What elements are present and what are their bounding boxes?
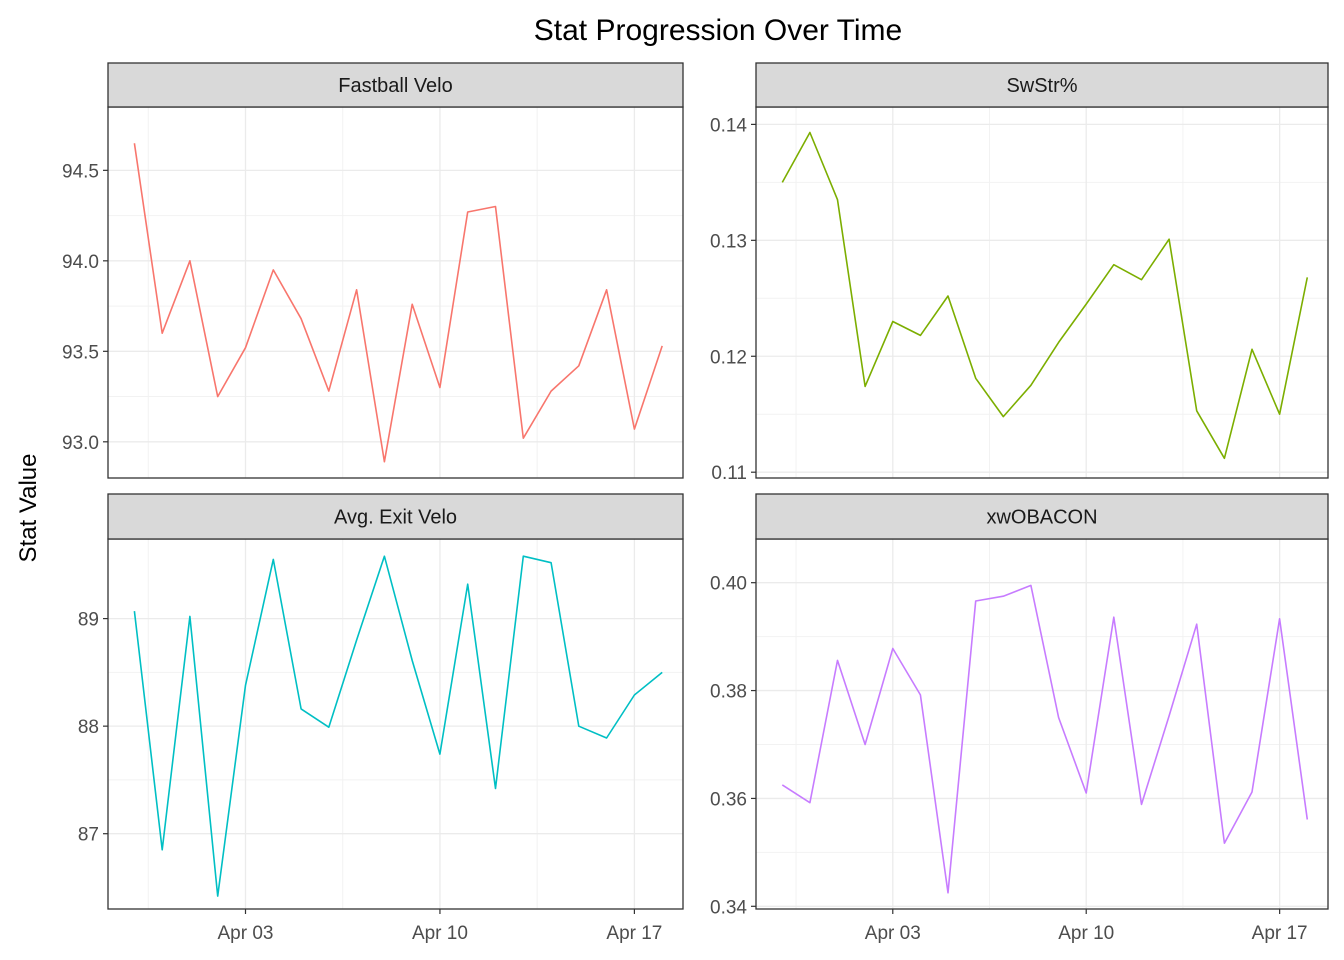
y-tick-label: 0.38 xyxy=(710,682,747,703)
y-tick-label: 94.5 xyxy=(62,161,99,182)
y-tick-label: 94.0 xyxy=(62,252,99,273)
facet-strip-label: SwStr% xyxy=(1006,75,1077,97)
panel-background xyxy=(108,107,683,478)
y-tick-label: 0.14 xyxy=(710,115,747,136)
facet-strip-label: Fastball Velo xyxy=(338,75,453,97)
y-tick-label: 0.13 xyxy=(710,231,747,252)
y-tick-label: 88 xyxy=(78,717,99,738)
y-tick-label: 0.34 xyxy=(710,897,747,918)
series-line xyxy=(133,555,663,897)
y-tick-label: 0.11 xyxy=(711,463,747,484)
facet-panel: 0.34 0.36 0.38 0.40 Apr 03 Apr 10 Apr 17 xwOBAC… xyxy=(710,493,1329,944)
x-tick-label: Apr 17 xyxy=(1252,923,1308,944)
series-line xyxy=(781,131,1309,460)
facet-strip xyxy=(755,493,1329,540)
panel-background xyxy=(756,107,1328,478)
y-tick-label: 93.0 xyxy=(62,433,99,454)
series-line xyxy=(133,143,663,463)
y-axis-label: Stat Value xyxy=(15,454,42,563)
panel-background xyxy=(108,539,683,909)
y-tick-label: 93.5 xyxy=(62,342,99,363)
series-line xyxy=(781,584,1309,894)
chart-title: Stat Progression Over Time xyxy=(534,14,902,47)
facet-strip xyxy=(107,62,684,108)
x-tick-label: Apr 03 xyxy=(865,923,921,944)
facet-strip xyxy=(755,62,1329,108)
y-tick-label: 89 xyxy=(78,610,99,631)
x-tick-label: Apr 10 xyxy=(1058,923,1114,944)
x-tick-label: Apr 17 xyxy=(606,923,662,944)
facet-panel: 93.0 93.5 94.0 94.5 Fastball Velo xyxy=(62,62,684,479)
facet-panel: 0.11 0.12 0.13 0.14 SwStr% xyxy=(710,62,1329,484)
facet-strip-label: Avg. Exit Velo xyxy=(334,507,457,529)
facet-strip xyxy=(107,493,684,540)
y-tick-label: 87 xyxy=(78,825,99,846)
y-tick-label: 0.12 xyxy=(710,347,747,368)
x-tick-label: Apr 03 xyxy=(218,923,274,944)
x-tick-label: Apr 10 xyxy=(412,923,468,944)
y-tick-label: 0.36 xyxy=(710,789,747,810)
facet-panel: 87 88 89 Apr 03 Apr 10 Apr 17 Avg. Exit Velo xyxy=(78,493,684,944)
y-tick-label: 0.40 xyxy=(710,574,747,595)
panel-background xyxy=(756,539,1328,909)
facet-strip-label: xwOBACON xyxy=(986,507,1097,529)
